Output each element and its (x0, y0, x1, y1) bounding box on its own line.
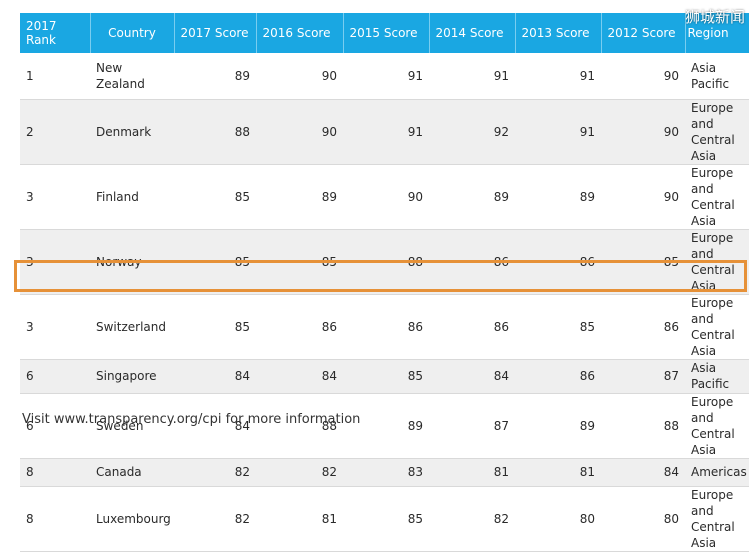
cell-region: Europe and Central Asia (685, 486, 749, 552)
cell-country: Norway (90, 229, 174, 295)
cell-region: Europe and Central Asia (685, 294, 749, 360)
cell-country: Singapore (90, 359, 174, 394)
cell-rank: 2 (20, 99, 90, 165)
header-score-2016: 2016 Score (255, 13, 343, 53)
cell-score-2017: 82 (174, 486, 256, 552)
cell-country: Switzerland (90, 294, 174, 360)
cell-score-2013: 91 (515, 53, 601, 100)
cell-score-2012: 85 (601, 229, 685, 295)
table-row: 8 Canada 82 82 83 81 81 84 Americas (20, 458, 749, 487)
cell-score-2014: 92 (429, 99, 515, 165)
cell-rank: 3 (20, 294, 90, 360)
cell-score-2012: 90 (601, 99, 685, 165)
cell-score-2013: 91 (515, 99, 601, 165)
table-row: 3 Norway 85 85 88 86 86 85 Europe and Central As… (20, 229, 749, 295)
cell-score-2012: 87 (601, 359, 685, 394)
cell-score-2017: 85 (174, 229, 256, 295)
cell-score-2013: 89 (515, 393, 601, 459)
cell-score-2016: 85 (256, 229, 343, 295)
table-row: 3 Switzerland 85 86 86 86 85 86 Europe and Centr… (20, 294, 749, 360)
footer-note: Visit www.transparency.org/cpi for more … (22, 412, 361, 427)
cell-score-2012: 84 (601, 458, 685, 487)
cell-country: Finland (90, 164, 174, 230)
cell-score-2015: 85 (343, 359, 429, 394)
cell-score-2016: 82 (256, 458, 343, 487)
cell-score-2015: 88 (343, 229, 429, 295)
table-row: 6 Singapore 84 84 85 84 86 87 Asia Pacific (20, 359, 749, 394)
cell-score-2014: 86 (429, 294, 515, 360)
cpi-ranking-table: 2017 Rank Country 2017 Score 2016 Score … (20, 13, 749, 552)
cell-score-2016: 90 (256, 99, 343, 165)
cell-region: Europe and Central Asia (685, 99, 749, 165)
cell-country: Canada (90, 458, 174, 487)
cell-score-2017: 85 (174, 164, 256, 230)
cell-rank: 3 (20, 229, 90, 295)
cell-score-2017: 88 (174, 99, 256, 165)
table-row: 2 Denmark 88 90 91 92 91 90 Europe and Central A… (20, 99, 749, 165)
cell-score-2016: 86 (256, 294, 343, 360)
cell-score-2015: 85 (343, 486, 429, 552)
cpi-page: 2017 Rank Country 2017 Score 2016 Score … (14, 8, 749, 552)
cell-rank: 8 (20, 486, 90, 552)
header-country: Country (89, 13, 174, 53)
cell-region: Asia Pacific (685, 359, 749, 394)
table-row: 3 Finland 85 89 90 89 89 90 Europe and Central A… (20, 164, 749, 230)
cell-score-2016: 81 (256, 486, 343, 552)
cell-score-2015: 91 (343, 53, 429, 100)
cell-score-2014: 91 (429, 53, 515, 100)
cell-score-2013: 80 (515, 486, 601, 552)
cell-score-2013: 85 (515, 294, 601, 360)
header-score-2017: 2017 Score (173, 13, 256, 53)
cell-score-2012: 86 (601, 294, 685, 360)
cell-country: Luxembourg (90, 486, 174, 552)
cell-score-2013: 89 (515, 164, 601, 230)
cell-score-2012: 88 (601, 393, 685, 459)
header-score-2013: 2013 Score (514, 13, 601, 53)
cell-rank: 6 (20, 359, 90, 394)
watermark-text: 狮城新闻 (684, 8, 745, 26)
header-rank: 2017 Rank (20, 13, 90, 53)
cell-score-2015: 86 (343, 294, 429, 360)
cell-rank: 3 (20, 164, 90, 230)
cell-score-2013: 86 (515, 359, 601, 394)
cell-score-2013: 81 (515, 458, 601, 487)
cell-country: Denmark (90, 99, 174, 165)
cell-score-2016: 84 (256, 359, 343, 394)
cell-score-2014: 81 (429, 458, 515, 487)
cell-score-2014: 87 (429, 393, 515, 459)
cell-score-2013: 86 (515, 229, 601, 295)
header-score-2014: 2014 Score (428, 13, 515, 53)
cell-score-2017: 85 (174, 294, 256, 360)
table-header-row: 2017 Rank Country 2017 Score 2016 Score … (20, 13, 749, 53)
cell-score-2015: 91 (343, 99, 429, 165)
cell-rank: 8 (20, 458, 90, 487)
cell-score-2014: 86 (429, 229, 515, 295)
header-score-2012: 2012 Score (600, 13, 685, 53)
cell-score-2012: 80 (601, 486, 685, 552)
cell-rank: 1 (20, 53, 90, 100)
cell-score-2016: 90 (256, 53, 343, 100)
cell-score-2014: 84 (429, 359, 515, 394)
cell-score-2017: 89 (174, 53, 256, 100)
cell-score-2014: 89 (429, 164, 515, 230)
cell-region: Europe and Central Asia (685, 164, 749, 230)
cell-score-2016: 89 (256, 164, 343, 230)
cell-region: Europe and Central Asia (685, 229, 749, 295)
cell-score-2017: 82 (174, 458, 256, 487)
header-score-2015: 2015 Score (342, 13, 429, 53)
header-region: Region (684, 13, 749, 53)
cell-score-2017: 84 (174, 359, 256, 394)
table-row: 1 New Zealand 89 90 91 91 91 90 Asia Pacific (20, 53, 749, 100)
cell-region: Americas (685, 458, 749, 487)
cell-score-2015: 90 (343, 164, 429, 230)
cell-score-2015: 83 (343, 458, 429, 487)
table-row: 8 Luxembourg 82 81 85 82 80 80 Europe and Centra… (20, 486, 749, 552)
cell-score-2014: 82 (429, 486, 515, 552)
cell-score-2012: 90 (601, 164, 685, 230)
cell-region: Europe and Central Asia (685, 393, 749, 459)
cell-country: New Zealand (90, 53, 174, 100)
cell-region: Asia Pacific (685, 53, 749, 100)
cell-score-2012: 90 (601, 53, 685, 100)
